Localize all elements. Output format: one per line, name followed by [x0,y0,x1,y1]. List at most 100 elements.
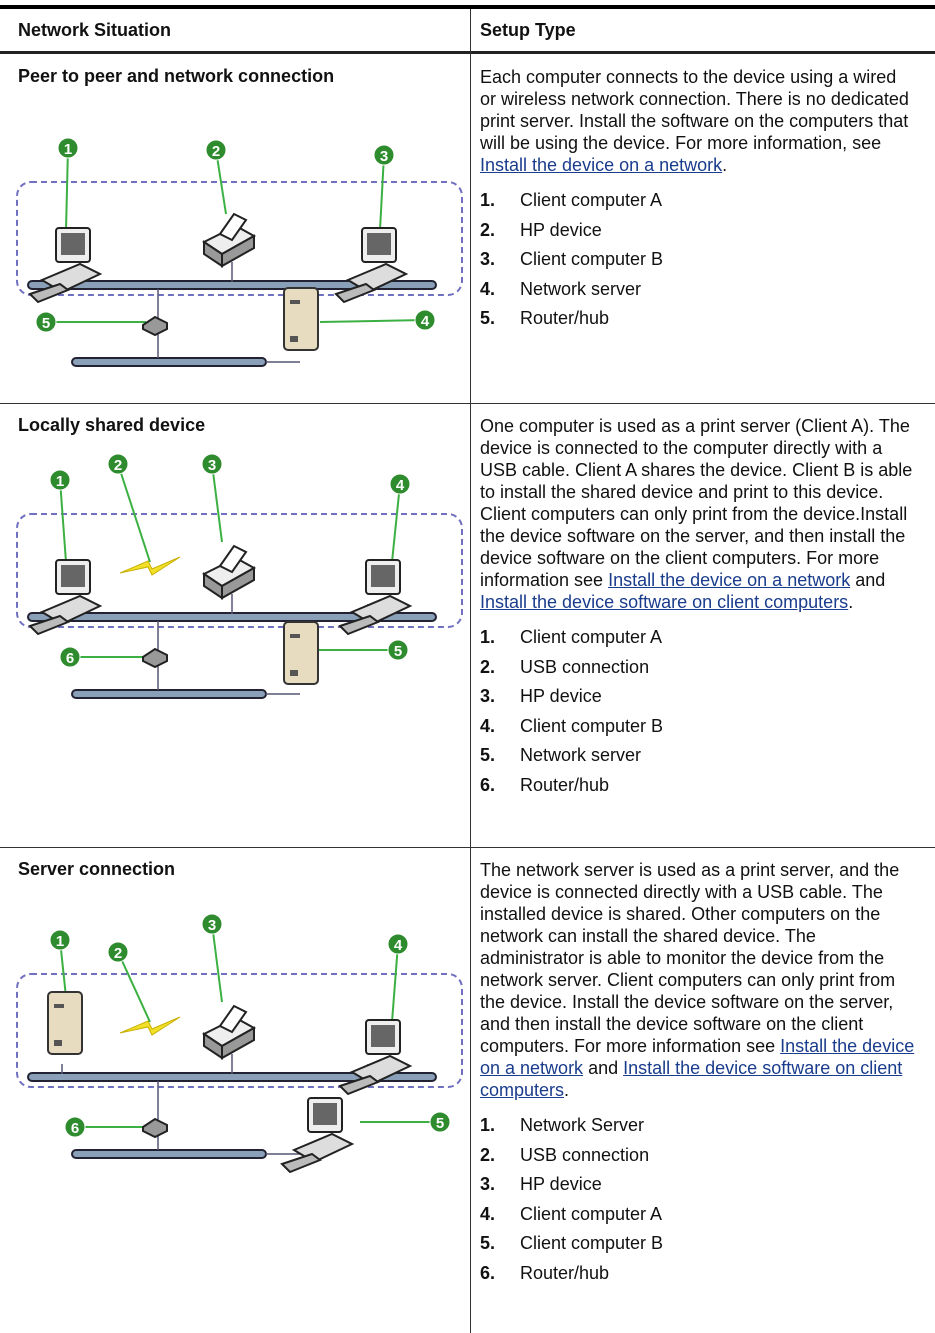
server-icon [283,287,319,351]
network-boundary [16,973,463,1088]
paper [218,1004,248,1034]
keyboard [28,614,71,636]
column-header: Network Situation [18,20,172,40]
callout-number: 3 [380,148,388,165]
server-body [47,991,83,1055]
paper [218,212,248,242]
server-slot [290,670,298,676]
link[interactable]: Install the device software on client co… [480,592,849,612]
callout-badge [49,469,71,491]
callout-badge [59,646,81,668]
item-text: HP device [520,686,602,706]
callout-badge [107,453,129,475]
item-number: 2. [480,656,496,677]
column-header: Setup Type [480,20,576,40]
server-body [283,287,319,351]
printer-icon [202,544,257,600]
keyboard [280,1152,323,1174]
callout-badge [429,1111,451,1133]
screen [61,233,85,255]
network-boundary [16,513,463,628]
link[interactable]: Install the device software on client co… [480,1058,903,1100]
item-number: 4. [480,1203,496,1224]
callout-badge [201,913,223,935]
callout-number: 5 [394,643,402,660]
callout-number: 6 [71,1120,79,1137]
callout-line [215,149,227,215]
link[interactable]: Install the device on a network [480,155,723,175]
callout-number: 4 [396,477,405,494]
callout-line [211,463,223,543]
network-bar [71,1149,267,1159]
description-text: One computer is used as a print server (… [480,416,913,590]
callout-line [391,483,401,563]
network-bar [71,357,267,367]
callout-number: 3 [208,917,216,934]
callout-badge [35,311,57,333]
callout-badge [389,473,411,495]
description-text: The network server is used as a print se… [480,860,900,1056]
router-icon [142,315,168,337]
item-number: 5. [480,745,496,765]
callout-badge [49,929,71,951]
callout-line [117,463,151,563]
situation: Server connection [18,859,176,879]
item-text: USB connection [520,656,650,677]
link[interactable]: Install the device on a network [480,1036,915,1078]
network-boundary [16,181,463,296]
screen [371,1025,395,1047]
item-number: 6. [480,774,496,795]
server-icon [283,621,319,685]
callout-number: 1 [64,141,72,158]
router-icon [142,647,168,669]
callout-number: 2 [212,143,220,160]
computer-icon [28,227,103,304]
link[interactable]: Install the device on a network [608,570,851,590]
server-slot [290,336,298,342]
computer-icon [334,227,409,304]
callout-number: 3 [208,457,216,474]
callout-badge [414,309,436,331]
callout-number: 6 [66,650,74,667]
description-text: . [564,1080,570,1100]
keyboard [338,614,381,636]
header-rule [0,51,935,54]
keyboard [338,1074,381,1096]
callout-number: 2 [114,945,122,962]
item-number: 5. [480,308,496,328]
server-slot [54,1040,62,1046]
item-number: 2. [480,219,496,240]
description-text: . [848,592,854,612]
item-number: 3. [480,249,496,269]
router-icon [142,1117,168,1139]
server-slot [290,634,300,638]
computer-icon [28,559,103,636]
callout-badge [205,139,227,161]
item-text: Client computer A [520,627,663,647]
description-text: and [850,570,886,590]
callout-badge [373,144,395,166]
item-number: 5. [480,1233,496,1253]
description-text: Each computer connects to the device usi… [480,67,909,153]
callout-number: 4 [421,313,430,330]
callout-line [319,319,426,323]
screen [313,1103,337,1125]
callout-line [211,923,223,1003]
server-body [283,621,319,685]
description-text: . [722,155,728,175]
printer-side [203,1026,255,1060]
item-number: 3. [480,686,496,706]
item-text: Router/hub [520,308,610,328]
description-text: and [583,1058,624,1078]
server-slot [290,300,300,304]
description: One computer is used as a print server (… [480,415,916,613]
item-text: Router/hub [520,774,610,795]
item-text: Network Server [520,1115,645,1135]
callout-line [59,479,67,563]
callout-number: 5 [42,315,50,332]
item-text: USB connection [520,1144,650,1165]
item-text: Client computer B [520,1233,664,1253]
item-text: Network server [520,278,642,299]
